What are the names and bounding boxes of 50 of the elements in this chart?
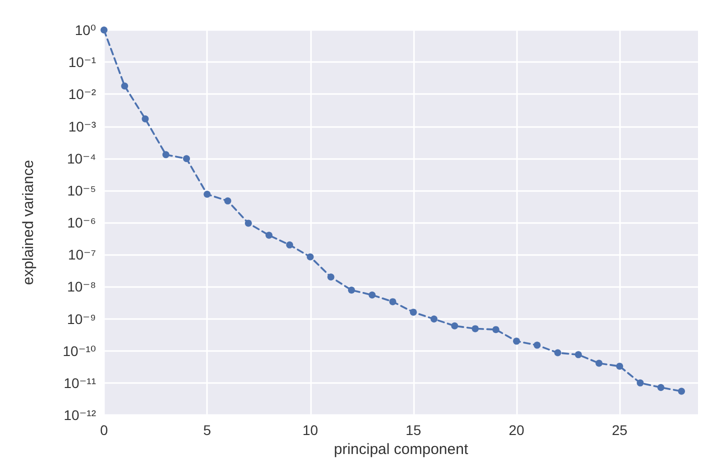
y-tick-label: 10⁻⁴ xyxy=(67,150,96,166)
point xyxy=(100,26,108,34)
point xyxy=(616,362,624,370)
point xyxy=(183,155,190,162)
point xyxy=(430,316,438,323)
y-tick-label: 10⁻⁶ xyxy=(67,214,96,230)
x-tick-label: 5 xyxy=(203,422,212,438)
point xyxy=(244,220,252,227)
y-tick-label: 10⁻³ xyxy=(68,118,96,134)
point xyxy=(513,338,520,345)
point xyxy=(327,274,334,281)
point xyxy=(162,151,170,158)
point xyxy=(286,241,294,248)
point xyxy=(554,349,562,356)
y-tick-label: 10⁻² xyxy=(68,86,96,102)
point xyxy=(492,326,500,334)
point xyxy=(410,308,417,316)
y-tick-label: 10⁰ xyxy=(74,22,96,38)
x-tick-label: 0 xyxy=(100,422,108,438)
point xyxy=(368,292,376,298)
y-tick-label: 10⁻¹ xyxy=(68,54,96,70)
y-tick-label: 10⁻⁵ xyxy=(67,182,96,198)
point xyxy=(636,379,644,386)
point xyxy=(348,286,355,294)
point xyxy=(306,253,314,260)
point xyxy=(657,384,664,391)
y-tick-label: 10⁻⁷ xyxy=(68,246,96,263)
x-tick-label: 25 xyxy=(612,422,628,438)
point xyxy=(224,197,232,204)
y-tick-label: 10⁻¹¹ xyxy=(64,374,96,391)
x-tick-label: 10 xyxy=(302,422,318,438)
x-axis-title: principal component xyxy=(334,440,469,458)
point xyxy=(574,351,582,358)
point xyxy=(596,360,602,367)
point xyxy=(142,115,149,122)
point xyxy=(534,342,541,349)
y-tick-label: 10⁻¹⁰ xyxy=(62,342,96,359)
point xyxy=(389,298,396,306)
point xyxy=(451,322,458,330)
y-tick-label: 10⁻⁹ xyxy=(67,310,96,327)
point xyxy=(204,190,211,198)
y-tick-label: 10⁻⁸ xyxy=(67,278,96,295)
x-tick-label: 20 xyxy=(508,422,524,438)
y-axis-title: explained variance xyxy=(20,160,37,286)
point xyxy=(121,82,128,90)
x-tick-label: 15 xyxy=(406,422,422,438)
y-tick-label: 10⁻¹² xyxy=(64,407,96,423)
point xyxy=(678,388,685,395)
point xyxy=(472,325,479,332)
point xyxy=(266,232,272,239)
